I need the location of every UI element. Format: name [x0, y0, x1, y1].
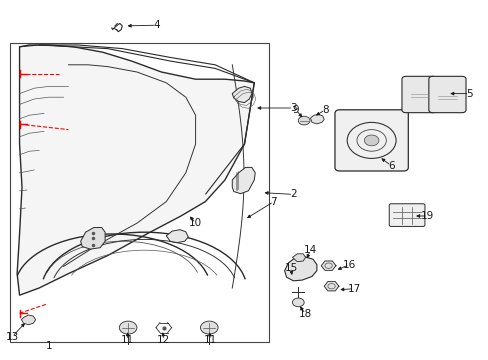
- Text: 11: 11: [203, 335, 217, 345]
- Polygon shape: [17, 45, 254, 295]
- Circle shape: [200, 321, 218, 334]
- Circle shape: [292, 298, 304, 307]
- Text: 4: 4: [153, 20, 160, 30]
- Text: 8: 8: [321, 105, 328, 115]
- Polygon shape: [21, 315, 36, 325]
- Text: 18: 18: [298, 309, 312, 319]
- Polygon shape: [310, 114, 324, 124]
- Text: 7: 7: [270, 197, 277, 207]
- Text: 17: 17: [347, 284, 361, 294]
- Text: 14: 14: [303, 245, 317, 255]
- Polygon shape: [324, 282, 338, 291]
- FancyBboxPatch shape: [401, 76, 436, 113]
- Circle shape: [119, 321, 137, 334]
- Text: 12: 12: [157, 335, 170, 345]
- Text: 3: 3: [289, 103, 296, 113]
- Bar: [10, 43, 268, 342]
- Polygon shape: [284, 256, 316, 281]
- Text: 5: 5: [465, 89, 472, 99]
- Polygon shape: [166, 230, 188, 243]
- Text: 2: 2: [289, 189, 296, 199]
- Circle shape: [298, 116, 309, 125]
- FancyBboxPatch shape: [334, 110, 407, 171]
- Text: 16: 16: [342, 260, 356, 270]
- Text: 9: 9: [292, 105, 299, 115]
- Polygon shape: [81, 228, 105, 249]
- Text: 10: 10: [189, 218, 202, 228]
- Polygon shape: [292, 254, 305, 262]
- Text: 1: 1: [45, 341, 52, 351]
- FancyBboxPatch shape: [388, 204, 424, 226]
- FancyBboxPatch shape: [428, 76, 465, 113]
- Polygon shape: [321, 261, 335, 270]
- Polygon shape: [232, 167, 255, 194]
- Polygon shape: [232, 86, 251, 103]
- Text: 13: 13: [5, 332, 19, 342]
- Text: 19: 19: [420, 211, 434, 221]
- Circle shape: [364, 135, 378, 146]
- Text: 15: 15: [284, 263, 297, 273]
- Text: 11: 11: [120, 335, 134, 345]
- Text: 6: 6: [387, 161, 394, 171]
